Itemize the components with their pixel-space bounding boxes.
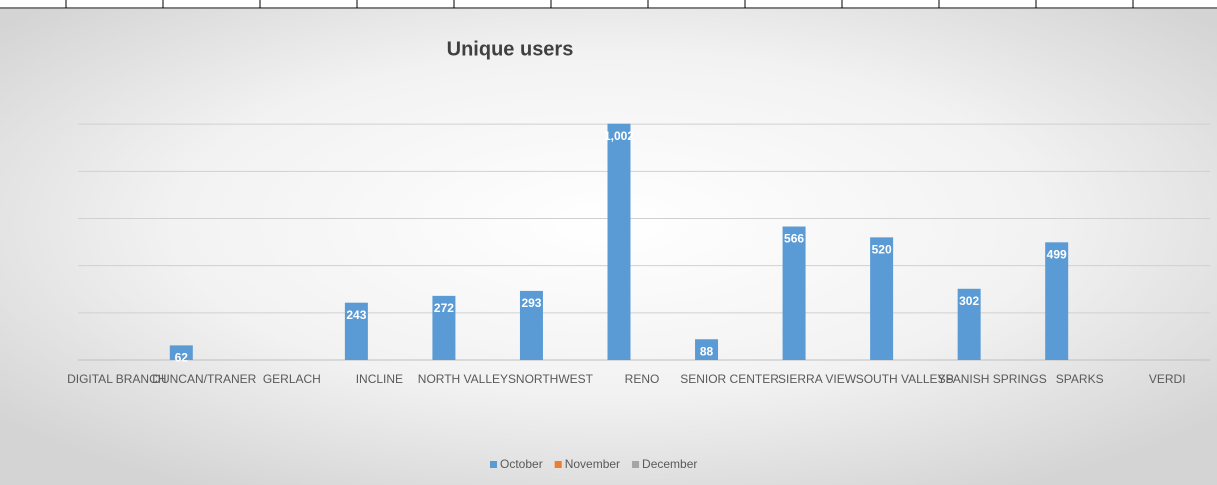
legend-label: December bbox=[642, 457, 697, 471]
data-label: 62 bbox=[175, 351, 189, 365]
x-tick-label: SOUTH VALLEYS bbox=[856, 372, 954, 386]
x-tick-label: NORTHWEST bbox=[516, 372, 594, 386]
x-tick-label: DUNCAN/TRANER bbox=[152, 372, 256, 386]
x-tick-label: INCLINE bbox=[356, 372, 403, 386]
data-label: 520 bbox=[872, 243, 892, 257]
bar bbox=[169, 345, 193, 360]
legend-label: October bbox=[500, 457, 543, 471]
data-label: 566 bbox=[784, 232, 804, 246]
x-tick-label: VERDI bbox=[1149, 372, 1186, 386]
data-label: 293 bbox=[521, 296, 541, 310]
data-label: 1,002 bbox=[604, 129, 634, 143]
sheet-cells bbox=[0, 0, 1217, 9]
data-label: 88 bbox=[700, 344, 714, 358]
bar bbox=[870, 237, 894, 360]
chart-title: Unique users bbox=[447, 38, 574, 60]
bar bbox=[695, 339, 719, 360]
x-tick-label: SPANISH SPRINGS bbox=[938, 372, 1047, 386]
bar bbox=[519, 290, 543, 360]
data-label: 499 bbox=[1047, 247, 1067, 261]
x-tick-label: SPARKS bbox=[1056, 372, 1104, 386]
legend-swatch bbox=[632, 461, 640, 468]
bar bbox=[1045, 242, 1069, 360]
bar bbox=[957, 288, 981, 360]
data-label: 272 bbox=[434, 301, 454, 315]
bar bbox=[782, 226, 806, 360]
x-tick-label: RENO bbox=[625, 372, 660, 386]
legend-swatch bbox=[554, 461, 562, 468]
x-tick-label: GERLACH bbox=[263, 372, 321, 386]
x-tick-label: SIERRA VIEW bbox=[778, 372, 857, 386]
legend-swatch bbox=[490, 461, 497, 468]
bar bbox=[607, 123, 631, 360]
bar bbox=[344, 302, 368, 360]
bar bbox=[432, 295, 456, 360]
data-label: 302 bbox=[959, 294, 979, 308]
x-tick-label: DIGITAL BRANCH bbox=[67, 372, 166, 386]
legend-label: November bbox=[565, 457, 620, 471]
data-label: 243 bbox=[346, 308, 366, 322]
x-tick-label: NORTH VALLEYS bbox=[418, 372, 516, 386]
x-tick-label: SENIOR CENTER bbox=[680, 372, 779, 386]
